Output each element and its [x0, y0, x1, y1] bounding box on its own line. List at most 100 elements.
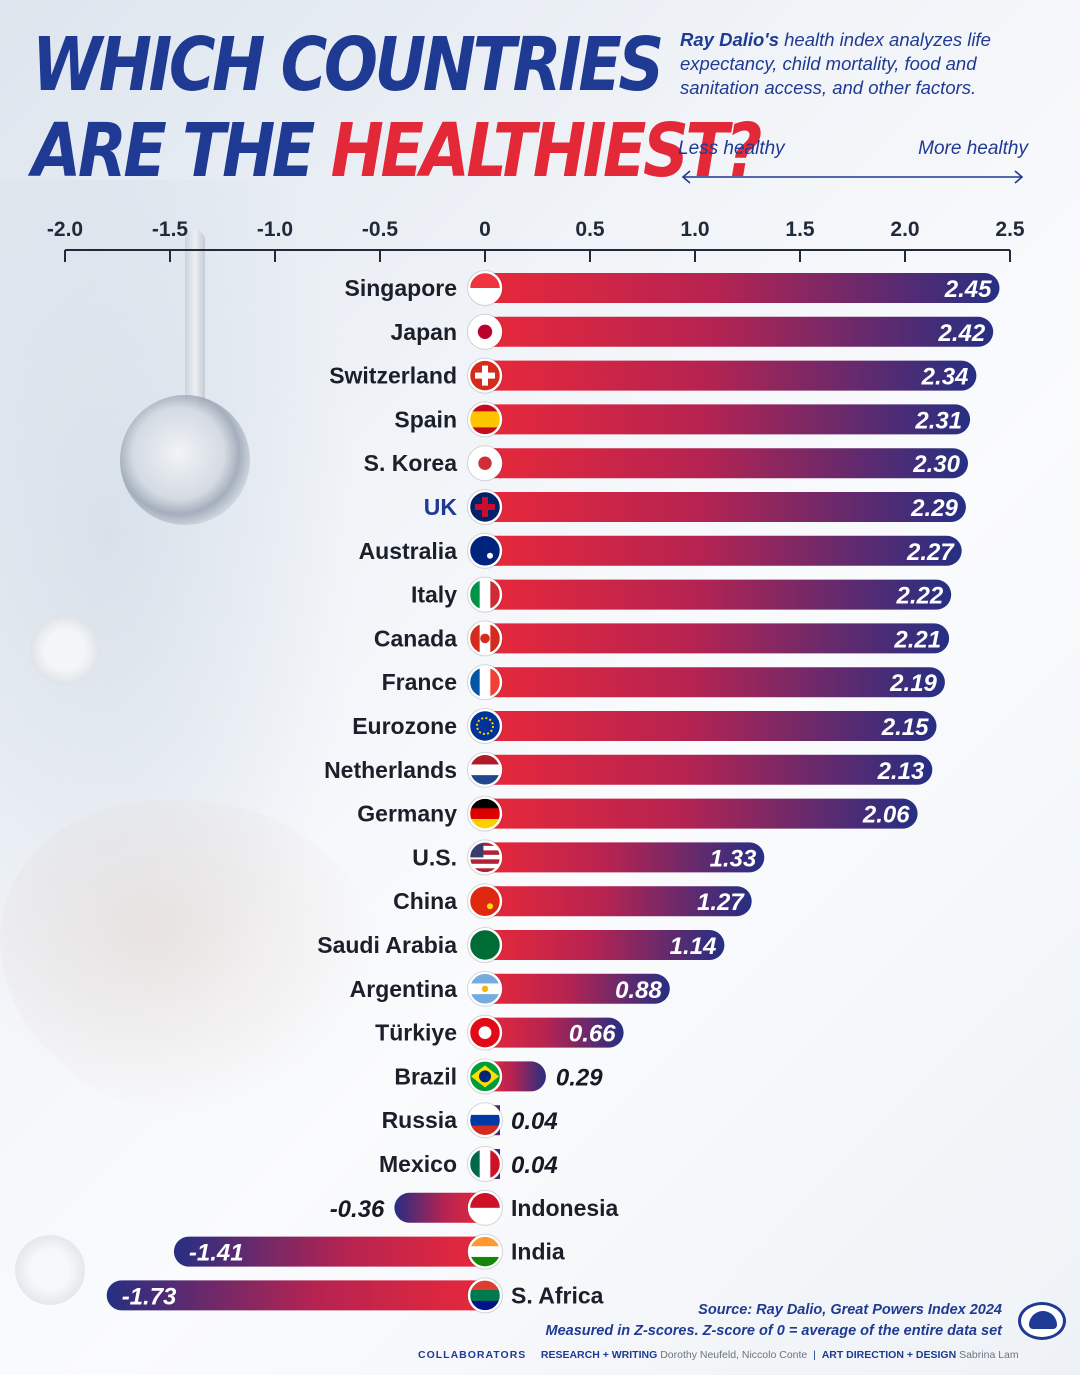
category-label: France	[382, 669, 457, 695]
value-label: 2.31	[914, 407, 962, 434]
indonesia-flag-icon	[467, 1189, 503, 1226]
x-tick-label: 1.5	[785, 218, 815, 241]
flag-outline	[467, 270, 503, 306]
flag-outline	[467, 489, 503, 525]
value-label: 0.04	[511, 1152, 558, 1179]
category-label: Saudi Arabia	[317, 932, 457, 958]
flag-outline	[467, 795, 503, 832]
south-africa-flag-icon	[467, 1277, 503, 1314]
category-label: Indonesia	[511, 1195, 619, 1221]
bar	[485, 492, 966, 522]
flag-fill	[469, 972, 501, 1005]
flag-outline	[467, 839, 503, 876]
flag-stripe	[490, 578, 501, 611]
x-tick-label: 2.5	[995, 218, 1025, 241]
value-label: 0.29	[556, 1064, 603, 1091]
flag-stripe	[469, 863, 501, 869]
flag-border	[467, 664, 503, 700]
category-label: Canada	[374, 625, 457, 651]
flag-outline	[467, 1146, 503, 1182]
category-label: Spain	[394, 406, 457, 432]
value-label: 0.66	[569, 1021, 616, 1048]
flag-border	[467, 577, 503, 612]
value-label: 1.27	[697, 889, 745, 916]
flag-border	[467, 1015, 503, 1050]
flag-stripe	[479, 1148, 491, 1180]
flag-stripe	[469, 775, 501, 786]
flag-emblem	[475, 372, 495, 379]
flag-outline	[467, 1189, 503, 1226]
brazil-flag-icon	[467, 1058, 503, 1095]
bar	[173, 1236, 485, 1267]
category-label: Netherlands	[324, 757, 457, 783]
double-arrow-icon	[681, 170, 1024, 184]
value-label: 2.29	[910, 495, 958, 522]
singapore-flag-icon	[467, 270, 503, 306]
germany-flag-icon	[467, 795, 503, 832]
eurozone-flag-icon	[467, 708, 503, 744]
flag-outline	[467, 532, 503, 569]
flag-stripe	[469, 272, 501, 289]
flag-stripe	[469, 972, 501, 984]
flag-outline	[467, 1233, 503, 1270]
flag-border	[467, 270, 503, 306]
flag-outline	[467, 927, 503, 963]
flag-emblem	[480, 633, 490, 644]
flag-outline	[467, 357, 503, 394]
flag-stripe	[469, 1114, 501, 1127]
flag-fill	[469, 753, 501, 786]
category-label: U.S.	[412, 844, 457, 870]
category-label: Singapore	[345, 275, 457, 301]
category-label: China	[393, 888, 457, 914]
japan-flag-icon	[467, 313, 503, 350]
bar	[485, 448, 968, 479]
flag-stripe	[469, 1207, 501, 1224]
category-label: Brazil	[394, 1063, 457, 1089]
source-note: Source: Ray Dalio, Great Powers Index 20…	[545, 1300, 1002, 1342]
flag-stripe	[469, 288, 501, 304]
source-text: Source: Ray Dalio, Great Powers Index 20…	[698, 1302, 1002, 1318]
netherlands-flag-icon	[467, 751, 503, 788]
category-label: S. Korea	[364, 450, 458, 476]
flag-border	[467, 621, 503, 656]
x-tick-label: 2.0	[890, 218, 919, 241]
flag-border	[467, 402, 503, 437]
flag-stripe	[469, 859, 501, 865]
category-label: Eurozone	[352, 713, 457, 739]
flag-stripe	[490, 666, 501, 699]
flag-stripe	[469, 1148, 481, 1180]
canada-flag-icon	[467, 620, 503, 657]
flag-outline	[467, 401, 503, 438]
category-label: Russia	[382, 1107, 458, 1133]
flag-fill	[469, 1191, 501, 1224]
flag-border	[467, 1234, 503, 1269]
flag-stripe	[469, 994, 501, 1005]
flag-stripe	[469, 1246, 501, 1258]
argentina-flag-icon	[467, 970, 503, 1007]
bar	[485, 404, 971, 435]
value-label: 2.42	[937, 320, 985, 347]
subtitle-rest: health index analyzes life expectancy, c…	[680, 29, 991, 98]
flag-stripe	[479, 666, 491, 699]
category-label: Mexico	[379, 1151, 457, 1177]
title-line-2-accent: HEALTHIEST?	[330, 108, 763, 194]
flag-outline	[467, 576, 503, 613]
category-label: India	[511, 1239, 565, 1265]
value-label: -0.36	[330, 1196, 385, 1223]
flag-emblem	[479, 1070, 491, 1083]
flag-fill	[469, 1235, 501, 1268]
flag-outline	[467, 313, 503, 350]
flag-outline	[467, 1058, 503, 1095]
x-tick-label: 0.5	[575, 218, 605, 241]
flag-border	[467, 796, 503, 831]
category-label: Switzerland	[329, 363, 457, 389]
flag-stripe	[490, 622, 501, 655]
research-label: RESEARCH + WRITING	[540, 1349, 658, 1361]
flag-stripe	[469, 764, 501, 776]
x-tick-label: -2.0	[47, 218, 83, 241]
bar	[106, 1280, 485, 1311]
design-names: Sabrina Lam	[959, 1349, 1019, 1361]
bar	[485, 667, 945, 698]
bar	[485, 973, 670, 1004]
credits-separator: |	[813, 1349, 816, 1361]
